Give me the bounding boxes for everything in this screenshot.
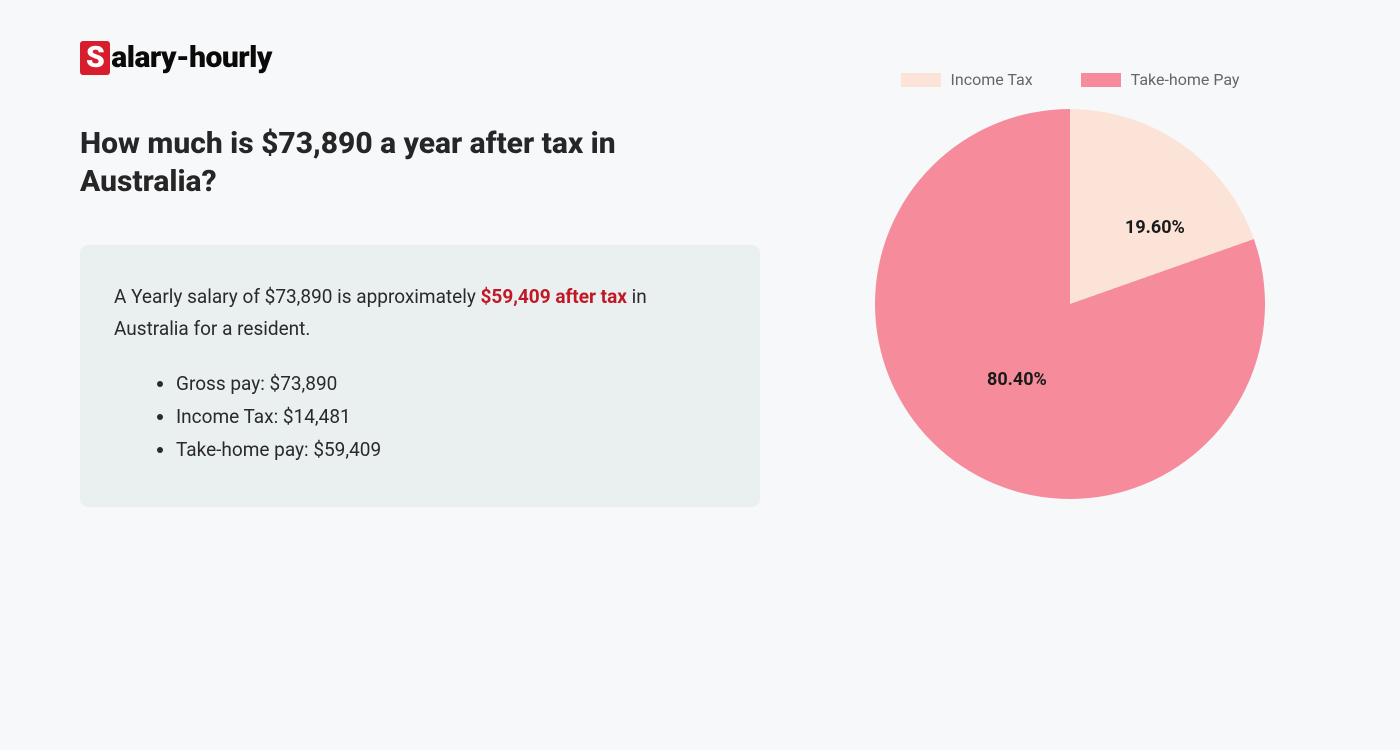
summary-prefix: A Yearly salary of $73,890 is approximat… <box>114 285 481 308</box>
logo-badge: S <box>80 41 110 75</box>
chart-legend: Income Tax Take-home Pay <box>901 70 1240 89</box>
legend-item-take-home: Take-home Pay <box>1081 70 1240 89</box>
pie-chart: 19.60% 80.40% <box>875 109 1265 499</box>
page-title: How much is $73,890 a year after tax in … <box>80 125 720 200</box>
legend-swatch <box>901 73 941 87</box>
list-item: Gross pay: $73,890 <box>176 372 726 395</box>
logo-text: alary-hourly <box>111 40 272 75</box>
list-item: Income Tax: $14,481 <box>176 405 726 428</box>
page-container: Salary-hourly How much is $73,890 a year… <box>0 0 1400 547</box>
right-column: Income Tax Take-home Pay 19.60% 80.40% <box>820 40 1320 507</box>
site-logo: Salary-hourly <box>80 40 272 75</box>
legend-label: Take-home Pay <box>1131 70 1240 89</box>
summary-highlight: $59,409 after tax <box>481 285 627 308</box>
legend-item-income-tax: Income Tax <box>901 70 1033 89</box>
legend-label: Income Tax <box>951 70 1033 89</box>
left-column: Salary-hourly How much is $73,890 a year… <box>80 40 760 507</box>
legend-swatch <box>1081 73 1121 87</box>
slice-label-take-home: 80.40% <box>987 369 1047 390</box>
info-card: A Yearly salary of $73,890 is approximat… <box>80 245 760 507</box>
list-item: Take-home pay: $59,409 <box>176 438 726 461</box>
breakdown-list: Gross pay: $73,890 Income Tax: $14,481 T… <box>114 372 726 461</box>
pie-graphic <box>875 109 1265 499</box>
summary-line: A Yearly salary of $73,890 is approximat… <box>114 281 726 346</box>
slice-label-income-tax: 19.60% <box>1125 217 1185 238</box>
